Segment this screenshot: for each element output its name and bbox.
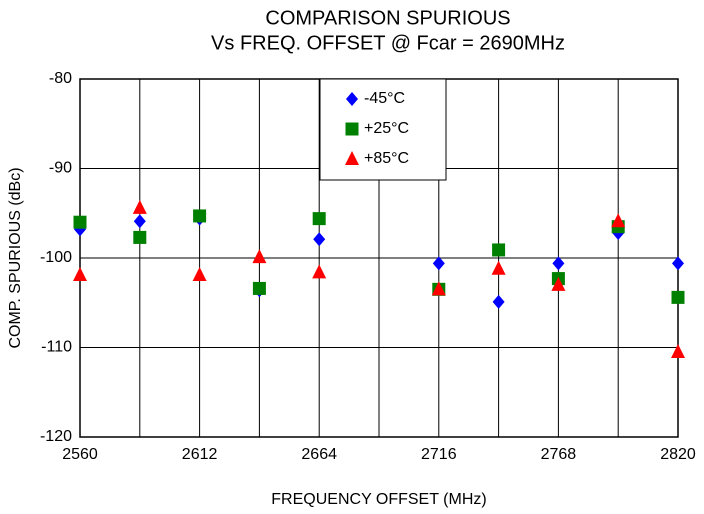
legend-label: +85°C bbox=[364, 150, 409, 167]
legend-box bbox=[319, 78, 447, 181]
marker bbox=[345, 122, 359, 136]
marker bbox=[73, 215, 87, 229]
marker bbox=[252, 249, 267, 264]
y-tick-label: -120 bbox=[40, 428, 72, 445]
y-tick-label: -90 bbox=[49, 160, 72, 177]
y-tick-label: -110 bbox=[41, 339, 72, 356]
legend-label: -45°C bbox=[364, 90, 405, 107]
chart-title: COMPARISON SPURIOUS bbox=[265, 7, 510, 29]
marker bbox=[552, 256, 565, 271]
marker bbox=[671, 343, 685, 358]
marker bbox=[611, 213, 626, 228]
x-tick-label: 2612 bbox=[182, 446, 218, 463]
marker bbox=[133, 214, 146, 229]
marker bbox=[492, 243, 506, 257]
x-tick-label: 2716 bbox=[421, 446, 457, 463]
x-tick-label: 2820 bbox=[660, 446, 696, 463]
marker bbox=[252, 281, 266, 295]
marker bbox=[193, 209, 207, 223]
y-tick-label: -100 bbox=[40, 249, 72, 266]
marker bbox=[672, 256, 684, 271]
marker bbox=[492, 294, 505, 309]
marker bbox=[346, 92, 358, 106]
marker bbox=[312, 212, 326, 226]
marker bbox=[671, 290, 685, 304]
marker bbox=[133, 230, 147, 244]
marker bbox=[73, 267, 87, 282]
chart-title: Vs FREQ. OFFSET @ Fcar = 2690MHz bbox=[211, 32, 565, 54]
marker bbox=[432, 256, 445, 271]
marker bbox=[192, 267, 207, 282]
marker bbox=[345, 151, 359, 165]
y-axis-label: COMP. SPURIOUS (dBc) bbox=[7, 167, 24, 348]
marker bbox=[491, 260, 506, 275]
marker bbox=[132, 199, 147, 214]
x-axis-label: FREQUENCY OFFSET (MHz) bbox=[271, 491, 486, 508]
x-tick-label: 2768 bbox=[541, 446, 577, 463]
marker bbox=[551, 276, 566, 291]
legend-label: +25°C bbox=[364, 120, 409, 137]
y-tick-label: -80 bbox=[49, 70, 72, 87]
marker bbox=[431, 281, 446, 296]
marker bbox=[312, 264, 327, 279]
x-tick-label: 2664 bbox=[301, 446, 337, 463]
x-tick-label: 2560 bbox=[62, 446, 98, 463]
marker bbox=[313, 232, 326, 247]
